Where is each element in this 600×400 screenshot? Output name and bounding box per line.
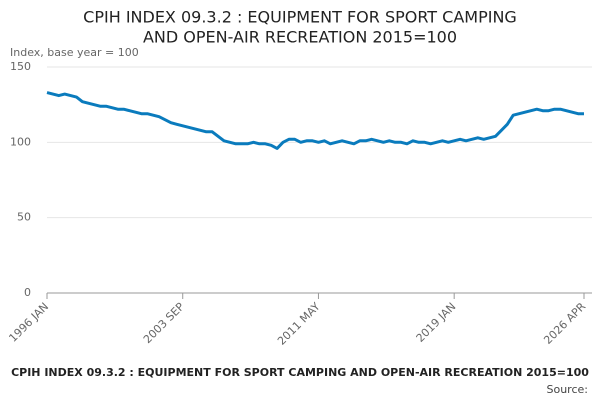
y-tick-label: 150 [10, 60, 31, 73]
chart-title: CPIH INDEX 09.3.2 : EQUIPMENT FOR SPORT … [83, 8, 517, 27]
line-series [46, 91, 584, 150]
y-tick-label: 0 [24, 286, 31, 299]
x-tick-label: 2003 SEP [141, 300, 187, 346]
y-axis-label: Index, base year = 100 [10, 46, 139, 59]
caption: CPIH INDEX 09.3.2 : EQUIPMENT FOR SPORT … [11, 366, 589, 379]
y-tick-label: 100 [10, 135, 31, 148]
x-tick-label: 2026 APR [541, 300, 588, 347]
chart-title: AND OPEN-AIR RECREATION 2015=100 [143, 28, 457, 47]
y-tick-label: 50 [17, 211, 31, 224]
x-tick-label: 1996 JAN [6, 300, 51, 345]
source: Source: [547, 383, 589, 396]
x-tick-label: 2019 JAN [414, 300, 459, 345]
x-tick-label: 2011 MAY [275, 300, 323, 348]
